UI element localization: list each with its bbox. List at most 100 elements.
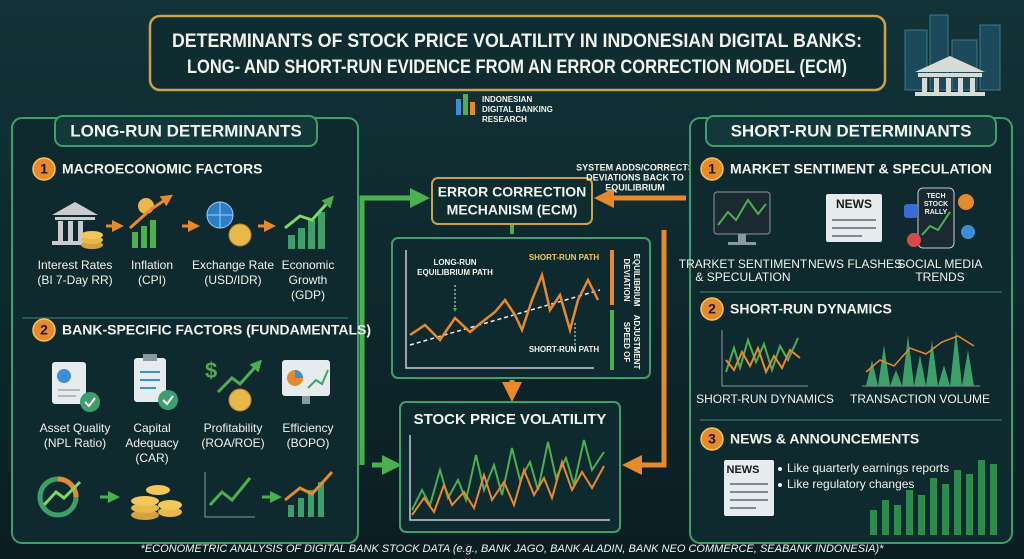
section-number: 1 <box>708 161 716 177</box>
icon-text: RALLY <box>925 209 948 216</box>
icon-shape <box>922 78 927 92</box>
equilibrium-path <box>409 289 601 346</box>
icon-shape <box>288 505 294 517</box>
icon-shape <box>131 510 159 520</box>
icon-shape <box>207 202 233 228</box>
icon-shape <box>216 359 263 394</box>
icon-shape <box>978 460 985 535</box>
chart-axes <box>405 250 594 369</box>
icon-shape <box>284 195 335 230</box>
item-label: Exchange Rate <box>192 258 274 272</box>
chart-label: DEVIATION <box>622 259 631 302</box>
section-number: 1 <box>40 161 48 177</box>
icon-shape <box>295 370 303 378</box>
short-run-path <box>409 270 600 342</box>
volatility-panel <box>399 401 621 533</box>
icon-shape <box>228 223 252 247</box>
icon-shape <box>832 219 876 237</box>
item-label: Economic <box>282 258 335 272</box>
item-label: (NPL Ratio) <box>44 436 106 450</box>
section-badge <box>700 157 724 181</box>
icon-shape <box>42 480 82 507</box>
icon-shape <box>724 460 774 516</box>
section-title: SHORT-RUN DYNAMICS <box>730 301 892 317</box>
item-label: Interest Rates <box>38 258 113 272</box>
icon-group: $ <box>52 354 330 412</box>
item-label: Adequacy <box>125 436 178 450</box>
icon-shape <box>78 221 83 241</box>
bullet-text: Like quarterly earnings reports <box>787 461 949 475</box>
item-label: NEWS FLASHES <box>808 257 902 271</box>
icon-shape <box>131 496 159 506</box>
title-banner <box>148 14 887 92</box>
icon-shape <box>58 389 80 397</box>
icon-shape <box>826 194 882 242</box>
icon-shape <box>915 92 985 96</box>
icon-shape <box>58 221 63 241</box>
icon-shape <box>958 194 974 210</box>
icon-shape <box>68 221 73 241</box>
item-label: Efficiency <box>282 421 333 435</box>
chart-label: LONG-RUN <box>433 258 476 267</box>
icon-shape <box>728 242 756 245</box>
volatility-title: STOCK PRICE VOLATILITY <box>414 411 607 428</box>
ecm-note: DEVIATIONS BACK TO <box>586 172 684 182</box>
item-label: & SPECULATION <box>695 270 790 284</box>
item-label: (GDP) <box>291 288 325 302</box>
icon-shape <box>228 388 252 412</box>
icon-group <box>456 94 475 115</box>
item-label: (BOPO) <box>287 436 330 450</box>
icon-shape <box>282 360 330 396</box>
item-label: Growth <box>289 273 328 287</box>
section-title: MACROECONOMIC FACTORS <box>62 161 262 177</box>
icon-shape <box>930 478 937 535</box>
icon-text: STOCK <box>924 201 948 208</box>
section-number: 2 <box>708 301 716 317</box>
icon-shape <box>921 211 951 236</box>
item-label: (CPI) <box>138 273 166 287</box>
icon-shape <box>308 490 314 517</box>
icon-shape <box>470 102 475 115</box>
panel-title: SHORT-RUN DETERMINANTS <box>731 121 972 140</box>
section-badge <box>700 297 724 321</box>
item-label: TRARKET SENTIMENT <box>679 257 808 271</box>
icon-shape <box>80 392 100 412</box>
flow-arrow <box>359 188 430 465</box>
item-label: Capital <box>133 421 170 435</box>
ecm-note: EQUILIBRIUM <box>605 182 665 192</box>
icon-shape <box>946 78 951 92</box>
icon-shape: $ <box>205 358 217 383</box>
section-number: 2 <box>40 322 48 338</box>
logo-text: INDONESIAN <box>482 95 532 104</box>
icon-shape <box>208 477 252 507</box>
icon-group <box>37 470 334 520</box>
section-badge <box>32 157 56 181</box>
item-label: SHORT-RUN DYNAMICS <box>696 392 834 406</box>
icon-shape <box>84 397 96 408</box>
panel-title: LONG-RUN DETERMINANTS <box>70 121 301 140</box>
icon-shape <box>918 495 925 535</box>
icon-shape <box>143 354 157 361</box>
icon-shape <box>318 212 325 249</box>
icon-shape <box>915 56 985 72</box>
icon-shape <box>725 345 801 375</box>
icon-shape <box>882 500 889 535</box>
volatility-line <box>411 458 605 516</box>
item-label: (USD/IDR) <box>204 273 261 287</box>
icon-shape <box>713 191 771 235</box>
icon-shape <box>158 390 178 410</box>
ecm-title: MECHANISM (ECM) <box>447 202 578 218</box>
icon-text: NEWS <box>727 464 760 476</box>
icon-shape <box>55 217 95 220</box>
icon-shape <box>918 73 982 77</box>
icon-shape <box>141 226 147 248</box>
icon-shape <box>456 99 461 115</box>
item-label: Asset Quality <box>40 421 111 435</box>
icon-group <box>721 330 980 387</box>
icon-shape <box>738 234 746 242</box>
icon-shape <box>146 485 170 495</box>
icon-shape <box>288 235 295 249</box>
icon-shape <box>52 202 98 215</box>
icon-shape <box>158 500 182 510</box>
icon-shape <box>958 78 963 92</box>
